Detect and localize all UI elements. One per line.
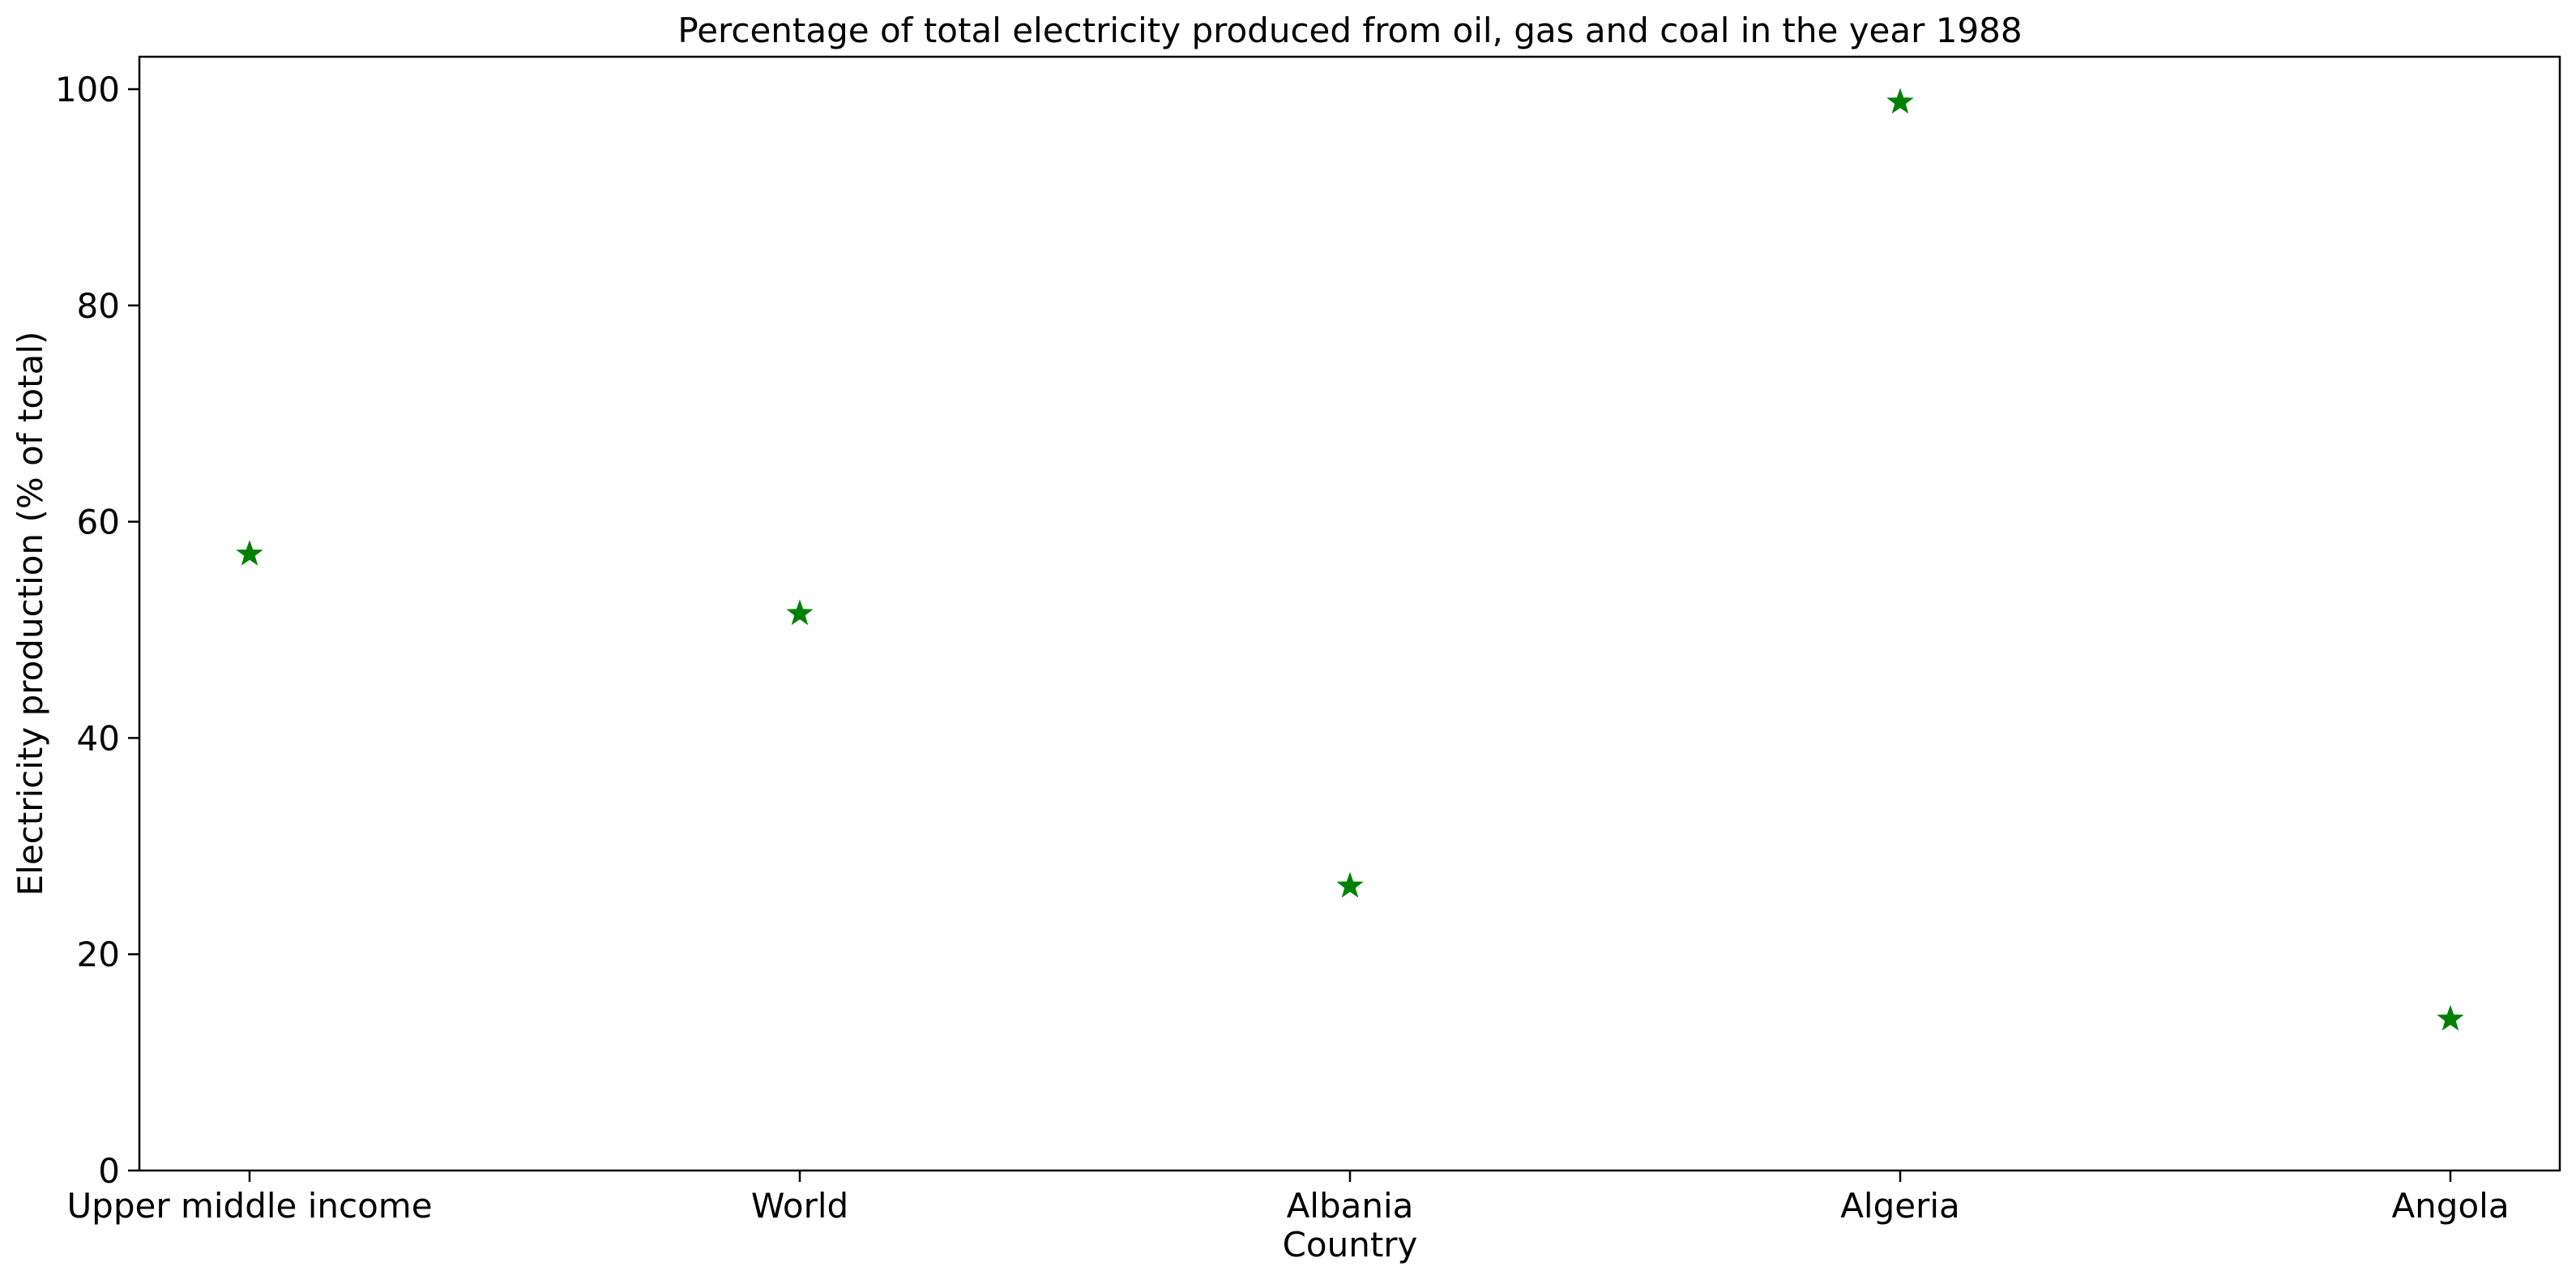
y-axis: 0 20 40 60 80 100 <box>55 70 139 1191</box>
y-tick-label: 80 <box>77 286 120 326</box>
data-points <box>236 88 2464 1031</box>
y-tick-label: 40 <box>77 718 120 758</box>
data-point-star <box>1336 871 1364 898</box>
x-axis-label: Country <box>1283 1225 1418 1265</box>
plot-area-frame <box>138 55 2561 1172</box>
data-point-star <box>2437 1004 2464 1031</box>
x-axis: Upper middle income World Albania Algeria An… <box>66 1171 2510 1226</box>
data-point-star <box>786 599 814 626</box>
data-point-star <box>1886 88 1914 114</box>
y-tick-label: 60 <box>77 503 120 542</box>
x-tick-label: Algeria <box>1840 1186 1960 1226</box>
x-tick-label: World <box>751 1186 848 1226</box>
y-tick-label: 20 <box>77 935 120 974</box>
x-tick-label: Albania <box>1287 1186 1414 1226</box>
x-tick-label: Angola <box>2391 1186 2509 1226</box>
chart-title: Percentage of total electricity produced… <box>677 11 2022 50</box>
y-tick-label: 100 <box>55 70 120 109</box>
x-tick-label: Upper middle income <box>66 1186 432 1226</box>
y-tick-label: 0 <box>98 1151 120 1191</box>
data-point-star <box>236 540 263 566</box>
y-axis-label: Electricity production (% of total) <box>11 332 50 897</box>
